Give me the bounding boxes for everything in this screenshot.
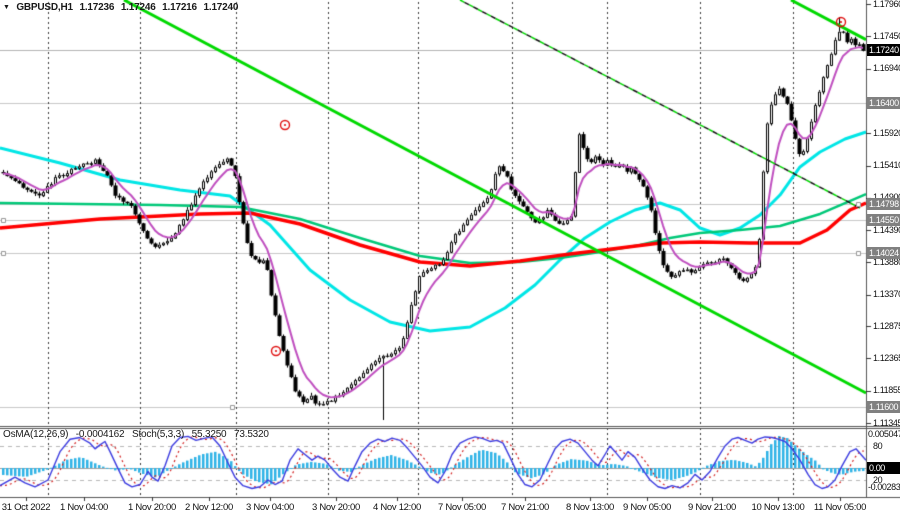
symbol-period-label: GBPUSD,H1 — [16, 2, 73, 13]
price-level-tag: 1.14024 — [867, 247, 900, 260]
stoch-upper-level-label: 80 — [873, 441, 883, 451]
price-tick-label: 1.15410 — [873, 160, 900, 171]
price-level-tag: 1.16400 — [867, 96, 900, 109]
price-tick-label: 1.13370 — [873, 289, 900, 300]
price-tick-label: 1.11345 — [873, 417, 900, 428]
ohlc-high: 1.17246 — [120, 2, 156, 13]
time-axis-label: 4 Nov 12:00 — [373, 502, 421, 513]
osma-zero-tag: 0.00 — [867, 462, 900, 474]
price-level-tag: 1.11600 — [867, 400, 900, 413]
current-price-tag: 1.17240 — [867, 43, 900, 56]
time-axis-label: 9 Nov 05:00 — [623, 502, 671, 513]
time-axis-label: 11 Nov 05:00 — [813, 502, 867, 513]
price-tick-label: 1.14900 — [873, 192, 900, 202]
ohlc-close: 1.17240 — [203, 2, 239, 13]
symbol-marker-icon: ▼ — [3, 4, 10, 11]
price-tick-label: 1.13880 — [873, 256, 900, 267]
stoch-lower-level-label: 20 — [873, 475, 883, 485]
time-axis-label: 1 Nov 20:00 — [128, 502, 176, 513]
price-axis[interactable] — [867, 0, 900, 497]
ohlc-open: 1.17236 — [79, 2, 115, 13]
time-axis-label: 7 Nov 21:00 — [501, 502, 549, 513]
time-axis-label: 1 Nov 04:00 — [60, 502, 108, 513]
time-axis-label: 3 Nov 04:00 — [246, 502, 294, 513]
price-tick-label: 1.17450 — [873, 30, 900, 41]
stoch-k-value: 55.3250 — [191, 429, 227, 440]
price-level-tag: 1.14550 — [867, 213, 900, 226]
time-axis-label: 9 Nov 21:00 — [688, 502, 736, 513]
time-axis-label: 7 Nov 05:00 — [438, 502, 486, 513]
stoch-name-label: Stoch(5,3,3) — [132, 429, 185, 440]
time-axis-label: 10 Nov 13:00 — [751, 502, 805, 513]
osma-value-label: -0.0004162 — [75, 429, 125, 440]
osma-min-label: -0.0028304 — [868, 482, 900, 493]
price-tick-label: 1.16940 — [873, 63, 900, 74]
price-tick-label: 1.12875 — [873, 320, 900, 331]
time-axis[interactable] — [0, 498, 900, 519]
time-axis-label: 3 Nov 20:00 — [312, 502, 360, 513]
chart-title: ▼ GBPUSD,H1 1.17236 1.17246 1.17216 1.17… — [3, 2, 242, 13]
time-axis-label: 31 Oct 2022 — [1, 502, 51, 513]
price-tick-label: 1.12365 — [873, 352, 900, 363]
time-axis-label: 8 Nov 13:00 — [566, 502, 614, 513]
osma-max-label: 0.0050475 — [868, 428, 900, 439]
indicator-label: OsMA(12,26,9) -0.0004162 Stoch(5,3,3) 55… — [3, 429, 274, 440]
price-level-tag: 1.14798 — [867, 198, 900, 211]
price-tick-label: 1.14390 — [873, 224, 900, 235]
price-tick-label: 1.15920 — [873, 127, 900, 138]
ohlc-low: 1.17216 — [162, 2, 197, 13]
osma-name-label: OsMA(12,26,9) — [3, 429, 69, 440]
stoch-d-value: 73.5320 — [234, 429, 269, 440]
price-tick-label: 1.11855 — [873, 385, 900, 396]
time-axis-label: 2 Nov 12:00 — [185, 502, 233, 513]
price-tick-label: 1.17960 — [873, 0, 900, 9]
